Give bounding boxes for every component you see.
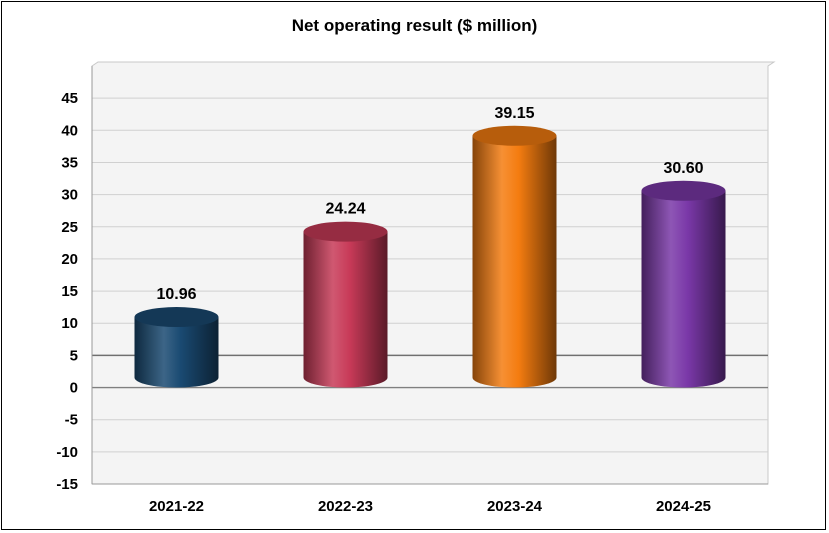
- y-tick-label: -5: [65, 412, 78, 429]
- x-tick-label: 2022-23: [318, 498, 373, 515]
- bar-cap: [134, 307, 219, 328]
- bar-2022-23: [303, 231, 388, 388]
- y-tick-label: 25: [61, 219, 78, 236]
- y-tick-label: 15: [61, 283, 78, 300]
- bar-cap: [641, 180, 726, 201]
- y-tick-label: -10: [56, 444, 78, 461]
- data-label: 30.60: [663, 160, 703, 177]
- data-label: 24.24: [325, 201, 365, 218]
- x-tick-label: 2021-22: [149, 498, 204, 515]
- data-label: 39.15: [494, 105, 534, 122]
- bar-2021-22: [134, 317, 219, 388]
- bar-cap: [303, 221, 388, 242]
- y-tick-label: 5: [70, 347, 78, 364]
- y-tick-label: 35: [61, 154, 78, 171]
- y-tick-label: 30: [61, 187, 78, 204]
- bar-2023-24: [472, 135, 557, 388]
- y-tick-label: 20: [61, 251, 78, 268]
- bar-cap: [472, 125, 557, 146]
- y-tick-label: 40: [61, 122, 78, 139]
- y-tick-label: 45: [61, 90, 78, 107]
- y-tick-label: -15: [56, 476, 78, 493]
- x-tick-label: 2023-24: [487, 498, 543, 515]
- bar-2024-25: [641, 190, 726, 388]
- y-tick-label: 0: [70, 380, 78, 397]
- data-label: 10.96: [156, 286, 196, 303]
- y-tick-label: 10: [61, 315, 78, 332]
- chart-title: Net operating result ($ million): [291, 16, 538, 35]
- x-tick-label: 2024-25: [656, 498, 711, 515]
